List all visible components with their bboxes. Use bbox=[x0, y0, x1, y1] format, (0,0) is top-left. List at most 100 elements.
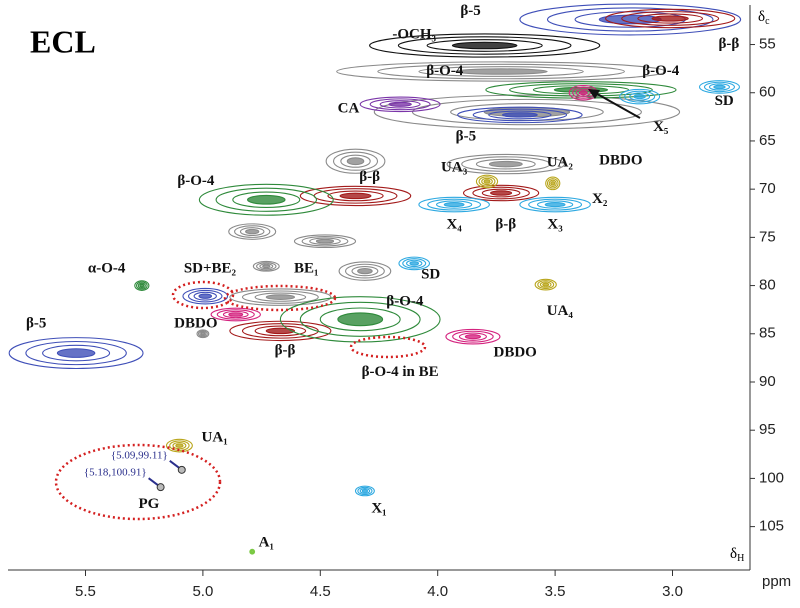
cross-peak bbox=[182, 287, 229, 305]
cross-peak bbox=[351, 265, 379, 277]
x-tick-label: 4.5 bbox=[310, 583, 331, 600]
cross-peak bbox=[544, 202, 566, 208]
cross-peak bbox=[299, 301, 421, 337]
peak-label: CA bbox=[338, 101, 360, 117]
cross-peak bbox=[528, 198, 583, 211]
peak-label: UA₄ bbox=[547, 303, 574, 319]
cross-peak bbox=[332, 151, 379, 171]
cross-peak bbox=[519, 3, 742, 36]
arrow bbox=[591, 90, 641, 119]
cross-peak bbox=[472, 186, 530, 200]
peaks bbox=[8, 3, 742, 555]
cross-peak bbox=[198, 183, 334, 216]
peak-label: -OCH₃ bbox=[392, 26, 436, 42]
cross-peak bbox=[319, 307, 401, 332]
cross-peak bbox=[222, 310, 249, 319]
chart-title: ECL bbox=[30, 23, 96, 59]
cross-peak bbox=[172, 441, 187, 450]
dotted-ellipse bbox=[223, 284, 337, 312]
cross-peak bbox=[229, 288, 332, 306]
cross-peak bbox=[488, 110, 552, 120]
y-label: δ bbox=[758, 9, 765, 25]
cross-peak bbox=[354, 485, 375, 497]
y-tick-label: 70 bbox=[759, 180, 776, 197]
peak-label: X₄ bbox=[446, 216, 462, 232]
cross-peak bbox=[232, 191, 301, 209]
x-axis-symbol: δH bbox=[730, 546, 744, 564]
cross-peak bbox=[534, 278, 557, 291]
x-label: δ bbox=[730, 546, 737, 562]
cross-peak bbox=[254, 325, 307, 337]
cross-peak bbox=[25, 340, 127, 366]
peak-label: DBDO bbox=[494, 345, 537, 361]
peak-label: α-O-4 bbox=[88, 261, 126, 277]
cross-peak bbox=[369, 33, 601, 58]
y-tick-label: 95 bbox=[759, 421, 776, 438]
peak-label: β-5 bbox=[26, 316, 46, 332]
peak-label: UA₃ bbox=[441, 159, 468, 175]
cross-peak bbox=[398, 256, 431, 271]
peak-label: BE₁ bbox=[294, 261, 319, 277]
cross-peak bbox=[198, 293, 213, 299]
cross-peak bbox=[406, 259, 423, 268]
cross-peak bbox=[369, 98, 431, 111]
cross-peak bbox=[262, 264, 271, 269]
cross-peak bbox=[462, 184, 540, 202]
cross-peak bbox=[361, 489, 369, 493]
x-tick-label: 3.5 bbox=[545, 583, 566, 600]
cross-peak bbox=[228, 223, 277, 240]
cross-peak bbox=[445, 328, 501, 345]
cross-peak bbox=[359, 96, 441, 113]
cross-peak bbox=[339, 192, 372, 200]
cross-peak bbox=[501, 112, 538, 118]
cross-peak bbox=[338, 261, 392, 281]
dotted-ellipse bbox=[171, 280, 235, 310]
cross-peak bbox=[187, 289, 223, 303]
y-tick-label: 105 bbox=[759, 518, 784, 535]
cross-peak bbox=[475, 174, 499, 189]
dotted-ellipse bbox=[54, 443, 222, 521]
cross-peak bbox=[325, 148, 386, 174]
cross-peak bbox=[265, 327, 296, 335]
cross-peak bbox=[651, 15, 689, 22]
cross-peak bbox=[483, 179, 491, 184]
cross-peak bbox=[337, 312, 384, 327]
cross-peak bbox=[327, 190, 384, 202]
y-tick-label: 80 bbox=[759, 277, 776, 294]
cross-peak bbox=[359, 487, 371, 494]
cross-peak bbox=[546, 7, 714, 32]
x-unit: ppm bbox=[762, 573, 791, 590]
cross-peak bbox=[373, 94, 681, 130]
peak-label: PG bbox=[138, 496, 159, 512]
cross-peak bbox=[464, 334, 482, 340]
cross-peak bbox=[239, 227, 265, 236]
cross-peak bbox=[536, 200, 574, 209]
peak-label: UA₂ bbox=[547, 155, 574, 171]
cross-peak bbox=[377, 63, 625, 80]
y-tick-label: 85 bbox=[759, 325, 776, 342]
cross-peak bbox=[249, 549, 255, 555]
cross-peak bbox=[545, 176, 561, 191]
cross-peak bbox=[713, 84, 726, 90]
peak-label: SD+BE₂ bbox=[184, 261, 237, 277]
cross-peak bbox=[481, 188, 521, 198]
cross-peak bbox=[250, 550, 254, 554]
peak-label: β-β bbox=[359, 169, 380, 185]
cross-peak bbox=[165, 438, 193, 453]
y-label-sub: c bbox=[765, 16, 770, 27]
cross-peak bbox=[254, 292, 307, 302]
cross-peak bbox=[216, 309, 255, 320]
peak-label: UA₁ bbox=[202, 429, 228, 445]
cross-peak bbox=[228, 312, 244, 317]
y-tick-label: 60 bbox=[759, 84, 776, 101]
cross-peak bbox=[537, 280, 555, 290]
cross-peak bbox=[279, 296, 441, 343]
cross-peak bbox=[698, 80, 740, 94]
y-axis-symbol: δc bbox=[758, 9, 770, 27]
peak-label: β-β bbox=[275, 343, 296, 359]
x-label-sub: H bbox=[737, 553, 744, 564]
cross-peak bbox=[309, 237, 341, 245]
cross-peak bbox=[193, 291, 217, 301]
x-tick-label: 4.0 bbox=[427, 583, 448, 600]
cross-peak bbox=[56, 348, 96, 358]
